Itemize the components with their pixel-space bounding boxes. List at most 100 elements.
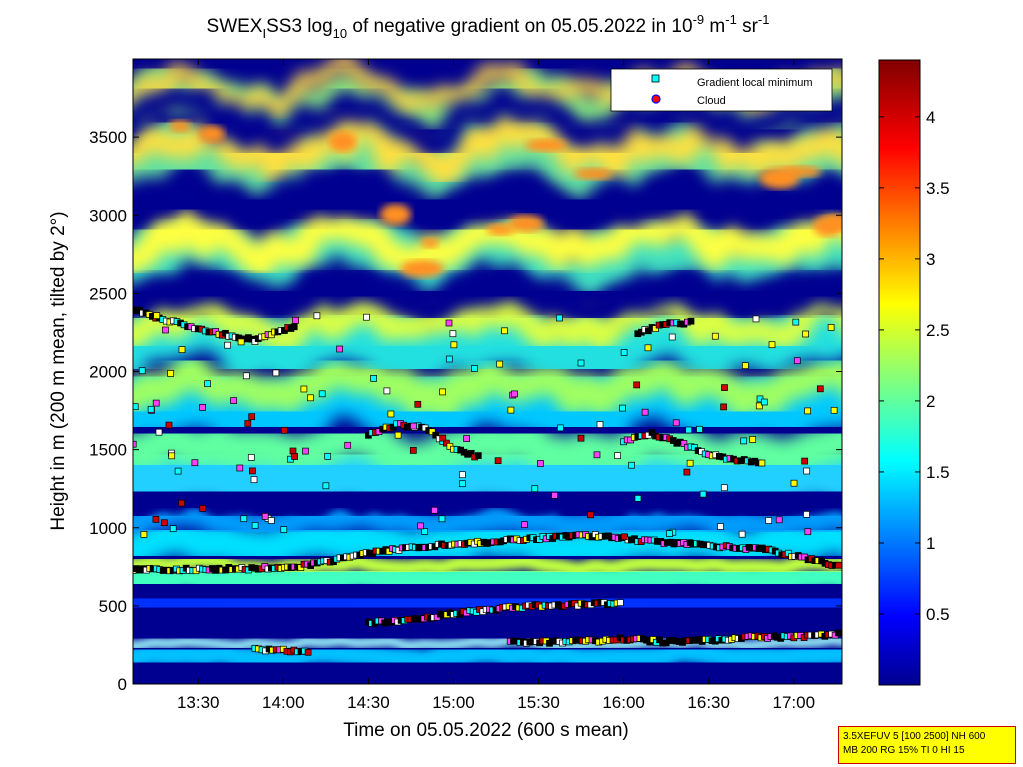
- gradient-minimum-marker: [760, 398, 768, 406]
- heat-hotspot: [380, 203, 412, 226]
- gradient-minimum-marker: [169, 525, 177, 533]
- gradient-minimum-marker: [147, 405, 155, 413]
- y-tick-label: 0: [118, 675, 127, 694]
- gradient-minimum-marker: [803, 467, 811, 475]
- gradient-minimum-marker: [521, 521, 528, 528]
- gradient-minimum-marker: [740, 437, 748, 445]
- gradient-minimum-marker: [793, 357, 801, 365]
- gradient-minimum-marker: [445, 319, 453, 327]
- heat-hotspot: [486, 223, 515, 236]
- gradient-minimum-marker: [687, 317, 695, 325]
- gradient-minimum-marker: [537, 460, 544, 467]
- gradient-minimum-marker: [507, 406, 515, 414]
- gradient-minimum-marker: [494, 457, 502, 465]
- gradient-minimum-marker: [721, 384, 728, 391]
- gradient-minimum-marker: [292, 316, 299, 324]
- heat-hotspot: [525, 139, 567, 152]
- gradient-minimum-marker: [394, 431, 402, 439]
- y-axis: 0 500 1000 1500 2000 2500 3000 3500: [89, 128, 842, 694]
- gradient-minimum-marker: [463, 435, 470, 442]
- gradient-minimum-marker: [666, 530, 673, 537]
- gradient-minimum-marker: [153, 312, 161, 319]
- gradient-minimum-marker: [775, 516, 783, 524]
- gradient-minimum-marker: [178, 499, 185, 507]
- gradient-minimum-marker: [152, 516, 160, 523]
- heat-hotspot: [199, 125, 225, 143]
- heat-gap: [133, 83, 842, 159]
- colorbar-gradient: [878, 59, 921, 686]
- heat-hotspot: [813, 216, 842, 237]
- gradient-minimum-marker: [344, 441, 352, 449]
- gradient-minimum-marker: [711, 332, 719, 340]
- gradient-minimum-marker: [816, 385, 824, 393]
- gradient-minimum-marker: [174, 467, 182, 475]
- colorbar-tick-label: 2: [926, 392, 935, 411]
- gradient-minimum-marker: [178, 346, 186, 353]
- colorbar: 0.5 1 1.5 2 2.5 3 3.5 4: [878, 59, 950, 686]
- heat-band: [133, 557, 842, 598]
- legend-marker-cloud: [651, 94, 661, 104]
- legend: Gradient local minimum Cloud: [610, 68, 833, 112]
- heat-hotspot: [574, 167, 612, 180]
- gradient-minimum-marker: [224, 341, 231, 349]
- gradient-minimum-marker: [363, 313, 370, 321]
- colorbar-tick-label: 1: [926, 534, 935, 553]
- gradient-minimum-marker: [237, 338, 245, 346]
- gradient-minimum-marker: [318, 390, 326, 398]
- heat-gap: [133, 156, 842, 243]
- heat-hotspot: [421, 237, 439, 249]
- gradient-minimum-marker: [290, 323, 298, 331]
- gradient-minimum-marker: [634, 495, 642, 502]
- chart-title: SWEXISS3 log10 of negative gradient on 0…: [207, 12, 770, 41]
- gradient-minimum-marker: [439, 434, 447, 442]
- x-tick-label: 13:30: [177, 693, 220, 712]
- gradient-minimum-marker: [738, 530, 746, 538]
- gradient-minimum-marker: [428, 428, 436, 436]
- gradient-minimum-marker: [133, 403, 139, 411]
- gradient-minimum-marker: [577, 434, 585, 442]
- gradient-minimum-marker: [438, 515, 446, 523]
- gradient-minimum-marker: [717, 523, 724, 530]
- gradient-minimum-marker: [641, 408, 649, 416]
- gradient-minimum-marker: [289, 447, 297, 455]
- gradient-minimum-marker: [471, 365, 478, 372]
- gradient-minimum-marker: [619, 404, 626, 412]
- gradient-minimum-marker: [240, 515, 248, 523]
- gradient-minimum-marker: [138, 367, 146, 375]
- y-tick-label: 3000: [89, 206, 127, 225]
- legend-label-cloud: Cloud: [697, 95, 726, 107]
- gradient-minimum-marker: [249, 467, 256, 475]
- gradient-minimum-marker: [322, 482, 330, 490]
- x-tick-label: 14:00: [262, 693, 305, 712]
- gradient-minimum-marker: [802, 330, 809, 338]
- heat-band: [133, 349, 842, 423]
- gradient-minimum-marker: [501, 327, 508, 335]
- gradient-minimum-marker: [291, 453, 298, 460]
- heat-gap: [133, 259, 842, 329]
- gradient-minimum-marker: [251, 521, 259, 529]
- gradient-minimum-marker: [167, 370, 174, 377]
- gradient-minimum-marker: [628, 461, 635, 469]
- colorbar-tick-label: 2.5: [926, 321, 950, 340]
- gradient-minimum-marker: [244, 420, 252, 427]
- gradient-minimum-marker: [801, 457, 809, 465]
- gradient-minimum-marker: [199, 505, 207, 512]
- gradient-minimum-marker: [672, 419, 680, 427]
- gradient-minimum-marker: [765, 517, 773, 524]
- gradient-minimum-marker: [267, 517, 275, 524]
- heat-band: [133, 585, 842, 621]
- gradient-minimum-marker: [160, 519, 168, 527]
- gradient-minimum-marker: [336, 345, 343, 353]
- gradient-minimum-marker: [261, 513, 269, 520]
- gradient-minimum-marker: [439, 388, 446, 396]
- gradient-minimum-marker: [387, 410, 395, 418]
- gradient-minimum-marker: [165, 421, 173, 429]
- gradient-minimum-marker: [459, 471, 466, 479]
- heat-hotspot: [168, 120, 191, 133]
- gradient-minimum-marker: [431, 506, 438, 514]
- gradient-minimum-marker: [191, 459, 199, 467]
- gradient-minimum-marker: [511, 390, 518, 398]
- x-axis-label: Time on 05.05.2022 (600 s mean): [343, 720, 629, 741]
- gradient-minimum-marker: [720, 403, 727, 411]
